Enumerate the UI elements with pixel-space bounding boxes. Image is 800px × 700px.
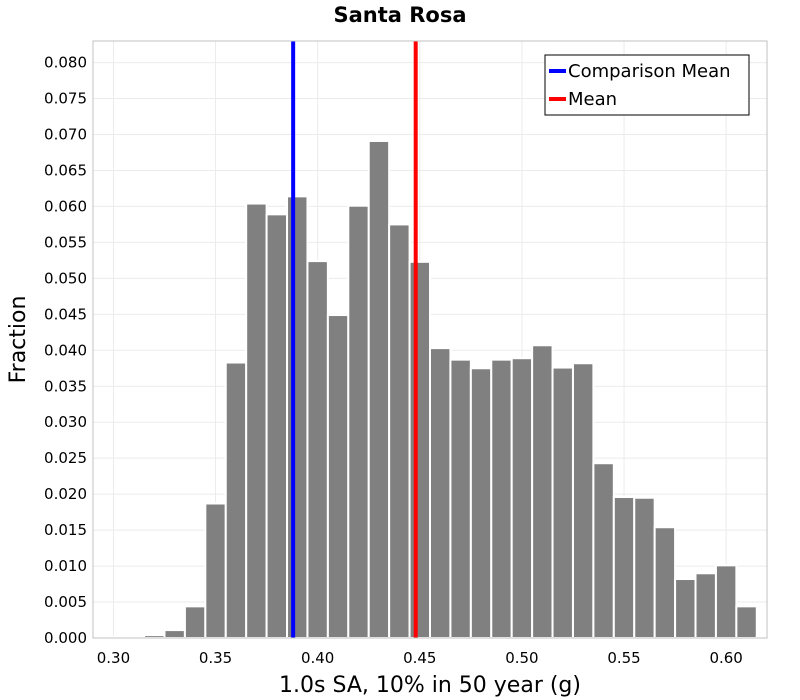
histogram-bar	[224, 361, 248, 639]
histogram-bar	[286, 195, 309, 639]
vertical-lines	[291, 41, 418, 638]
histogram-bar	[449, 358, 472, 639]
y-tick-label: 0.015	[44, 521, 87, 539]
legend-label: Comparison Mean	[568, 61, 731, 82]
bars	[102, 139, 769, 640]
legend-box	[544, 54, 750, 116]
histogram-bar	[674, 578, 697, 640]
x-tick-label: 0.30	[97, 649, 130, 667]
x-tick-label: 0.35	[199, 649, 232, 667]
legend: Comparison Mean Mean	[544, 54, 750, 116]
y-tick-label: 0.075	[44, 90, 87, 108]
histogram-bar	[367, 139, 391, 639]
y-tick-label: 0.040	[44, 341, 87, 359]
x-tick-label: 0.50	[505, 649, 538, 667]
y-tick-label: 0.045	[44, 305, 87, 323]
x-tick-labels: 0.30 0.35 0.40 0.45 0.50 0.55 0.60	[97, 649, 743, 667]
y-tick-label: 0.020	[44, 485, 87, 503]
x-tick-label: 0.60	[709, 649, 742, 667]
y-axis-label: Fraction	[6, 296, 31, 384]
y-tick-label: 0.060	[44, 197, 87, 215]
plot-frame	[92, 40, 768, 639]
x-tick-label: 0.55	[607, 649, 640, 667]
y-tick-label: 0.080	[44, 54, 87, 72]
histogram-bar	[531, 344, 554, 639]
y-tick-label: 0.005	[44, 593, 87, 611]
y-tick-label: 0.065	[44, 161, 87, 179]
histogram-bar	[551, 366, 574, 639]
histogram-bar	[571, 362, 595, 639]
histogram-bar	[245, 202, 268, 639]
histogram-bar	[735, 605, 758, 639]
histogram-bar	[388, 223, 411, 640]
y-tick-label: 0.055	[44, 233, 87, 251]
histogram-bar	[306, 260, 329, 639]
histogram-bar	[326, 314, 350, 639]
histogram-bar	[265, 213, 289, 639]
histogram-bar	[633, 496, 656, 639]
histogram-bar	[714, 564, 738, 640]
y-tick-label: 0.025	[44, 449, 87, 467]
x-tick-label: 0.45	[403, 649, 436, 667]
histogram-bar	[183, 605, 207, 639]
y-tick-labels: 0.000 0.005 0.010 0.015 0.020 0.025 0.030 0.035…	[44, 54, 87, 647]
histogram-bar	[469, 367, 493, 639]
histogram-bar	[694, 572, 717, 640]
y-tick-label: 0.035	[44, 377, 87, 395]
legend-label: Mean	[568, 89, 617, 110]
y-tick-label: 0.010	[44, 557, 87, 575]
y-tick-label: 0.070	[44, 126, 87, 144]
histogram-bar	[163, 629, 186, 639]
y-tick-label: 0.050	[44, 269, 87, 287]
y-tick-label: 0.030	[44, 413, 87, 431]
histogram-bar	[510, 357, 534, 639]
chart-title: Santa Rosa	[333, 3, 466, 27]
x-axis-label: 1.0s SA, 10% in 50 year (g)	[279, 673, 581, 698]
histogram-bar	[612, 496, 636, 640]
histogram-bar	[347, 204, 370, 640]
histogram-bar	[592, 462, 615, 639]
histogram-bar	[653, 526, 677, 639]
x-tick-label: 0.40	[301, 649, 334, 667]
histogram-bar	[429, 347, 452, 639]
histogram-bar	[408, 260, 431, 639]
histogram-bar	[490, 358, 513, 639]
y-tick-label: 0.000	[44, 629, 87, 647]
histogram-bar	[204, 502, 227, 639]
